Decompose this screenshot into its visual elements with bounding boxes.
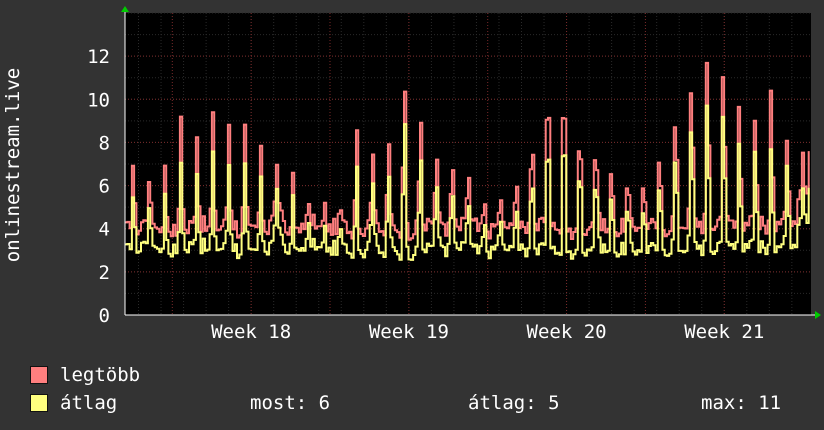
legend-swatch-legtobb <box>30 366 48 384</box>
legend-item-legtobb: legtöbb <box>30 361 810 389</box>
stat-now-label: most: <box>250 392 308 414</box>
y-tick-label: 10 <box>87 89 110 111</box>
grid <box>125 12 811 316</box>
y-tick-label: 2 <box>99 262 110 284</box>
chart: 0 2 4 6 8 10 12 Week 18 Week 19 Week 20 Week 21 o… <box>2 6 821 343</box>
y-tick-label: 6 <box>99 176 110 198</box>
x-axis-arrow <box>815 311 821 319</box>
series-group <box>125 61 810 261</box>
stat-average-value: 5 <box>548 392 560 414</box>
x-tick-label: Week 19 <box>369 321 449 343</box>
legend-swatch-atlag <box>30 394 48 412</box>
y-axis-label: onlinestream.live <box>2 68 24 262</box>
legend-item-atlag: átlag most: 6 átlag: 5 max: 11 <box>30 389 810 417</box>
x-tick-label: Week 21 <box>684 321 764 343</box>
legend: legtöbb átlag most: 6 átlag: 5 max: 11 <box>30 361 810 417</box>
series-line-atlag <box>125 104 810 261</box>
y-tick-label: 8 <box>99 132 110 154</box>
legend-label-legtobb: legtöbb <box>60 364 141 386</box>
stat-average-label: átlag: <box>468 392 537 414</box>
y-axis: 0 2 4 6 8 10 12 <box>87 46 110 327</box>
y-tick-label: 0 <box>99 305 110 327</box>
y-tick-label: 4 <box>99 219 110 241</box>
stat-now-value: 6 <box>318 392 331 414</box>
y-axis-arrow <box>121 6 129 12</box>
stat-now: most: 6 <box>250 389 330 417</box>
y-tick-label: 12 <box>87 46 110 68</box>
stat-max-label: max: <box>701 392 747 414</box>
stat-max: max: 11 <box>701 389 781 417</box>
stat-max-value: 11 <box>758 392 782 414</box>
x-tick-label: Week 18 <box>211 321 291 343</box>
x-axis: Week 18 Week 19 Week 20 Week 21 <box>211 321 764 343</box>
legend-label-atlag: átlag <box>60 392 118 414</box>
x-tick-label: Week 20 <box>527 321 607 343</box>
stat-average: átlag: 5 <box>468 389 560 417</box>
